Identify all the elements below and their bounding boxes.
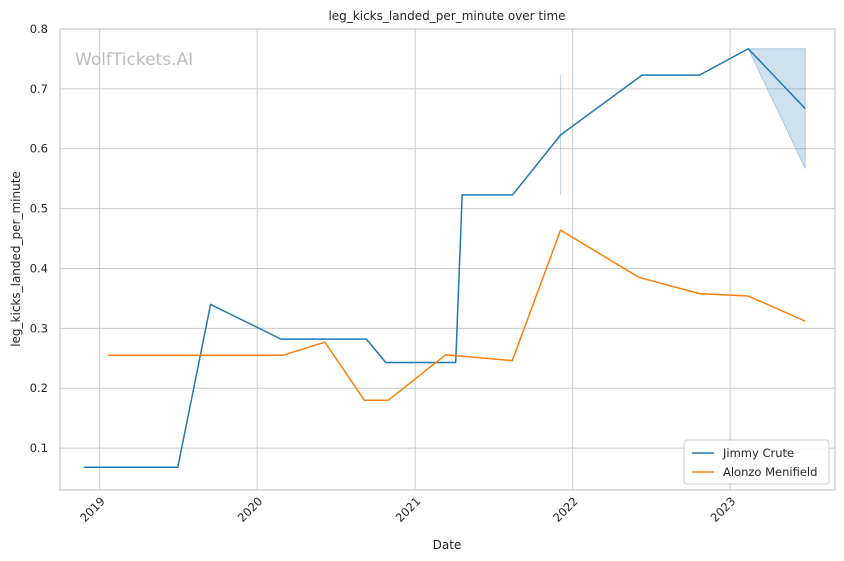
y-tick-label: 0.4 bbox=[30, 261, 48, 275]
y-tick-label: 0.2 bbox=[30, 381, 48, 395]
legend-label: Jimmy Crute bbox=[722, 446, 794, 460]
data-point bbox=[747, 48, 749, 50]
y-axis-label: leg_kicks_landed_per_minute bbox=[9, 171, 23, 347]
y-tick-label: 0.5 bbox=[30, 202, 48, 216]
data-point bbox=[445, 353, 447, 355]
data-point bbox=[747, 295, 749, 297]
data-point bbox=[324, 341, 326, 343]
data-point bbox=[387, 399, 389, 401]
watermark: WolfTickets.AI bbox=[75, 50, 193, 70]
data-point bbox=[454, 361, 456, 363]
y-tick-label: 0.7 bbox=[30, 82, 48, 96]
data-point bbox=[559, 229, 561, 231]
data-point bbox=[177, 466, 179, 468]
data-point bbox=[280, 338, 282, 340]
series-line bbox=[83, 48, 806, 468]
data-point bbox=[83, 466, 85, 468]
data-point bbox=[511, 359, 513, 361]
data-point bbox=[107, 354, 109, 356]
data-point bbox=[385, 361, 387, 363]
data-point bbox=[804, 320, 806, 322]
plot-frame bbox=[59, 28, 836, 491]
data-point bbox=[281, 354, 283, 356]
data-point bbox=[641, 74, 643, 76]
y-axis-ticks: 0.1 0.2 0.3 0.4 0.5 0.6 0.7 0.8 bbox=[30, 22, 48, 455]
x-axis-label: Date bbox=[433, 538, 462, 552]
y-tick-label: 0.6 bbox=[30, 142, 48, 156]
data-point bbox=[638, 276, 640, 278]
y-tick-label: 0.8 bbox=[30, 22, 48, 36]
chart-title: leg_kicks_landed_per_minute over time bbox=[328, 9, 565, 23]
data-point bbox=[365, 338, 367, 340]
data-point bbox=[511, 194, 513, 196]
grid bbox=[60, 28, 835, 490]
data-point bbox=[559, 134, 561, 136]
data-point bbox=[698, 292, 700, 294]
legend-label: Alonzo Menifield bbox=[723, 465, 817, 479]
y-tick-label: 0.3 bbox=[30, 321, 48, 335]
data-point bbox=[698, 74, 700, 76]
legend-box bbox=[683, 439, 830, 485]
legend: Jimmy Crute Alonzo Menifield bbox=[683, 439, 830, 485]
data-point bbox=[363, 399, 365, 401]
data-point bbox=[461, 194, 463, 196]
y-tick-label: 0.1 bbox=[30, 441, 48, 455]
data-point bbox=[209, 303, 211, 305]
series-line bbox=[107, 229, 806, 401]
data-point bbox=[804, 107, 806, 109]
series-layer bbox=[83, 48, 806, 468]
